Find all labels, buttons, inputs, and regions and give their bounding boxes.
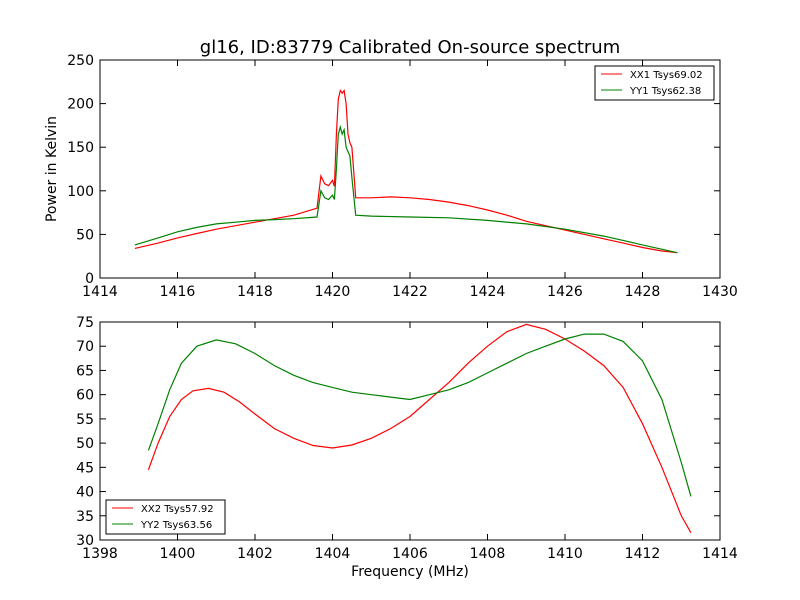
bottom-x-tick-label: 1406 xyxy=(392,546,428,562)
top-plot-lines xyxy=(134,88,678,254)
bottom-x-tick-label: 1408 xyxy=(470,546,506,562)
bottom-y-tick-label: 45 xyxy=(76,460,94,476)
top-x-tick-label: 1418 xyxy=(237,284,273,300)
bottom-x-tick-label: 1402 xyxy=(237,546,273,562)
bottom-x-axis-label: Frequency (MHz) xyxy=(351,564,469,580)
bottom-series-line-1 xyxy=(147,333,692,497)
chart-title: gl16, ID:83779 Calibrated On-source spec… xyxy=(200,37,620,58)
bottom-y-tick-label: 30 xyxy=(76,533,94,549)
bottom-plot-lines xyxy=(147,323,692,533)
top-x-tick-label: 1422 xyxy=(392,284,428,300)
bottom-y-tick-label: 40 xyxy=(76,485,94,501)
top-x-tick-label: 1430 xyxy=(702,284,738,300)
top-legend-label-xx1: XX1 Tsys69.02 xyxy=(630,70,703,81)
bottom-y-tick-label: 55 xyxy=(76,412,94,428)
bottom-legend-label-yy2: YY2 Tsys63.56 xyxy=(140,520,212,531)
top-series-line-1 xyxy=(134,124,678,254)
bottom-y-tick-label: 65 xyxy=(76,363,94,379)
bottom-plot: 1398 1400 1402 1404 1406 1408 1410 1412 1414 30 35… xyxy=(76,315,738,580)
bottom-y-tick-label: 70 xyxy=(76,339,94,355)
bottom-y-tick-label: 50 xyxy=(76,436,94,452)
bottom-legend: XX2 Tsys57.92 YY2 Tsys63.56 xyxy=(105,499,226,535)
bottom-x-tick-label: 1410 xyxy=(547,546,583,562)
top-legend: XX1 Tsys69.02 YY1 Tsys62.38 xyxy=(594,65,715,101)
top-x-tick-label: 1428 xyxy=(625,284,661,300)
bottom-y-tick-label: 35 xyxy=(76,509,94,525)
top-legend-box xyxy=(594,65,715,101)
bottom-legend-label-xx2: XX2 Tsys57.92 xyxy=(141,504,214,515)
top-plot: 1414 1416 1418 1420 1422 1424 1426 1428 1430 0 50 1… xyxy=(44,53,738,300)
top-x-tick-label: 1426 xyxy=(547,284,583,300)
bottom-legend-box xyxy=(105,499,226,535)
bottom-series-line-0 xyxy=(147,323,692,533)
bottom-x-tick-label: 1414 xyxy=(702,546,738,562)
bottom-x-tick-label: 1404 xyxy=(315,546,351,562)
top-legend-label-yy1: YY1 Tsys62.38 xyxy=(629,86,701,97)
top-x-tick-label: 1416 xyxy=(160,284,196,300)
top-x-tick-label: 1414 xyxy=(82,284,118,300)
top-y-tick-label: 100 xyxy=(67,184,94,200)
top-y-tick-label: 150 xyxy=(67,140,94,156)
bottom-y-tick-label: 60 xyxy=(76,388,94,404)
bottom-x-tick-label: 1400 xyxy=(160,546,196,562)
top-plot-ticks: 1414 1416 1418 1420 1422 1424 1426 1428 1430 0 50 1… xyxy=(67,53,738,300)
top-y-tick-label: 50 xyxy=(76,227,94,243)
top-y-axis-label: Power in Kelvin xyxy=(44,116,60,222)
top-x-tick-label: 1420 xyxy=(315,284,351,300)
top-y-tick-label: 200 xyxy=(67,97,94,113)
bottom-plot-ticks: 1398 1400 1402 1404 1406 1408 1410 1412 1414 30 35… xyxy=(76,315,738,562)
bottom-y-tick-label: 75 xyxy=(76,315,94,331)
top-x-tick-label: 1424 xyxy=(470,284,506,300)
top-y-tick-label: 0 xyxy=(85,271,94,287)
bottom-x-tick-label: 1398 xyxy=(82,546,118,562)
top-series-line-0 xyxy=(134,88,678,254)
top-y-tick-label: 250 xyxy=(67,53,94,69)
bottom-x-tick-label: 1412 xyxy=(625,546,661,562)
